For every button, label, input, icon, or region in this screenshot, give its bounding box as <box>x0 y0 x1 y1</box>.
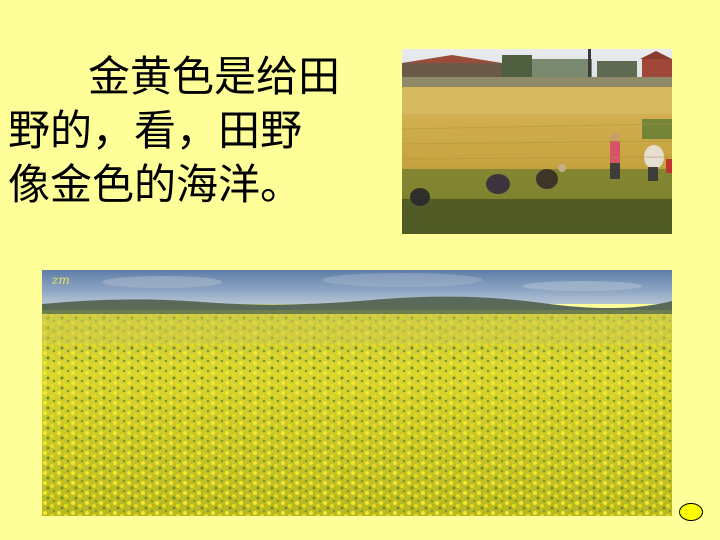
rice-harvest-photo <box>402 49 672 234</box>
next-slide-button[interactable] <box>679 503 703 521</box>
poem-line-3: 像金色的海洋。 <box>8 160 303 209</box>
workers <box>410 133 672 206</box>
rapeseed-field-image: zm <box>42 270 672 516</box>
poem-line-1: 金黄色是给田 <box>88 52 341 101</box>
poem-text: 金黄色是给田 野的，看，田野 像金色的海洋。 <box>8 50 388 212</box>
poem-line-2: 野的，看，田野 <box>8 106 303 155</box>
watermark-text: zm <box>51 273 70 287</box>
rapeseed-field-photo: zm <box>42 270 672 516</box>
rice-harvest-image <box>402 49 672 234</box>
